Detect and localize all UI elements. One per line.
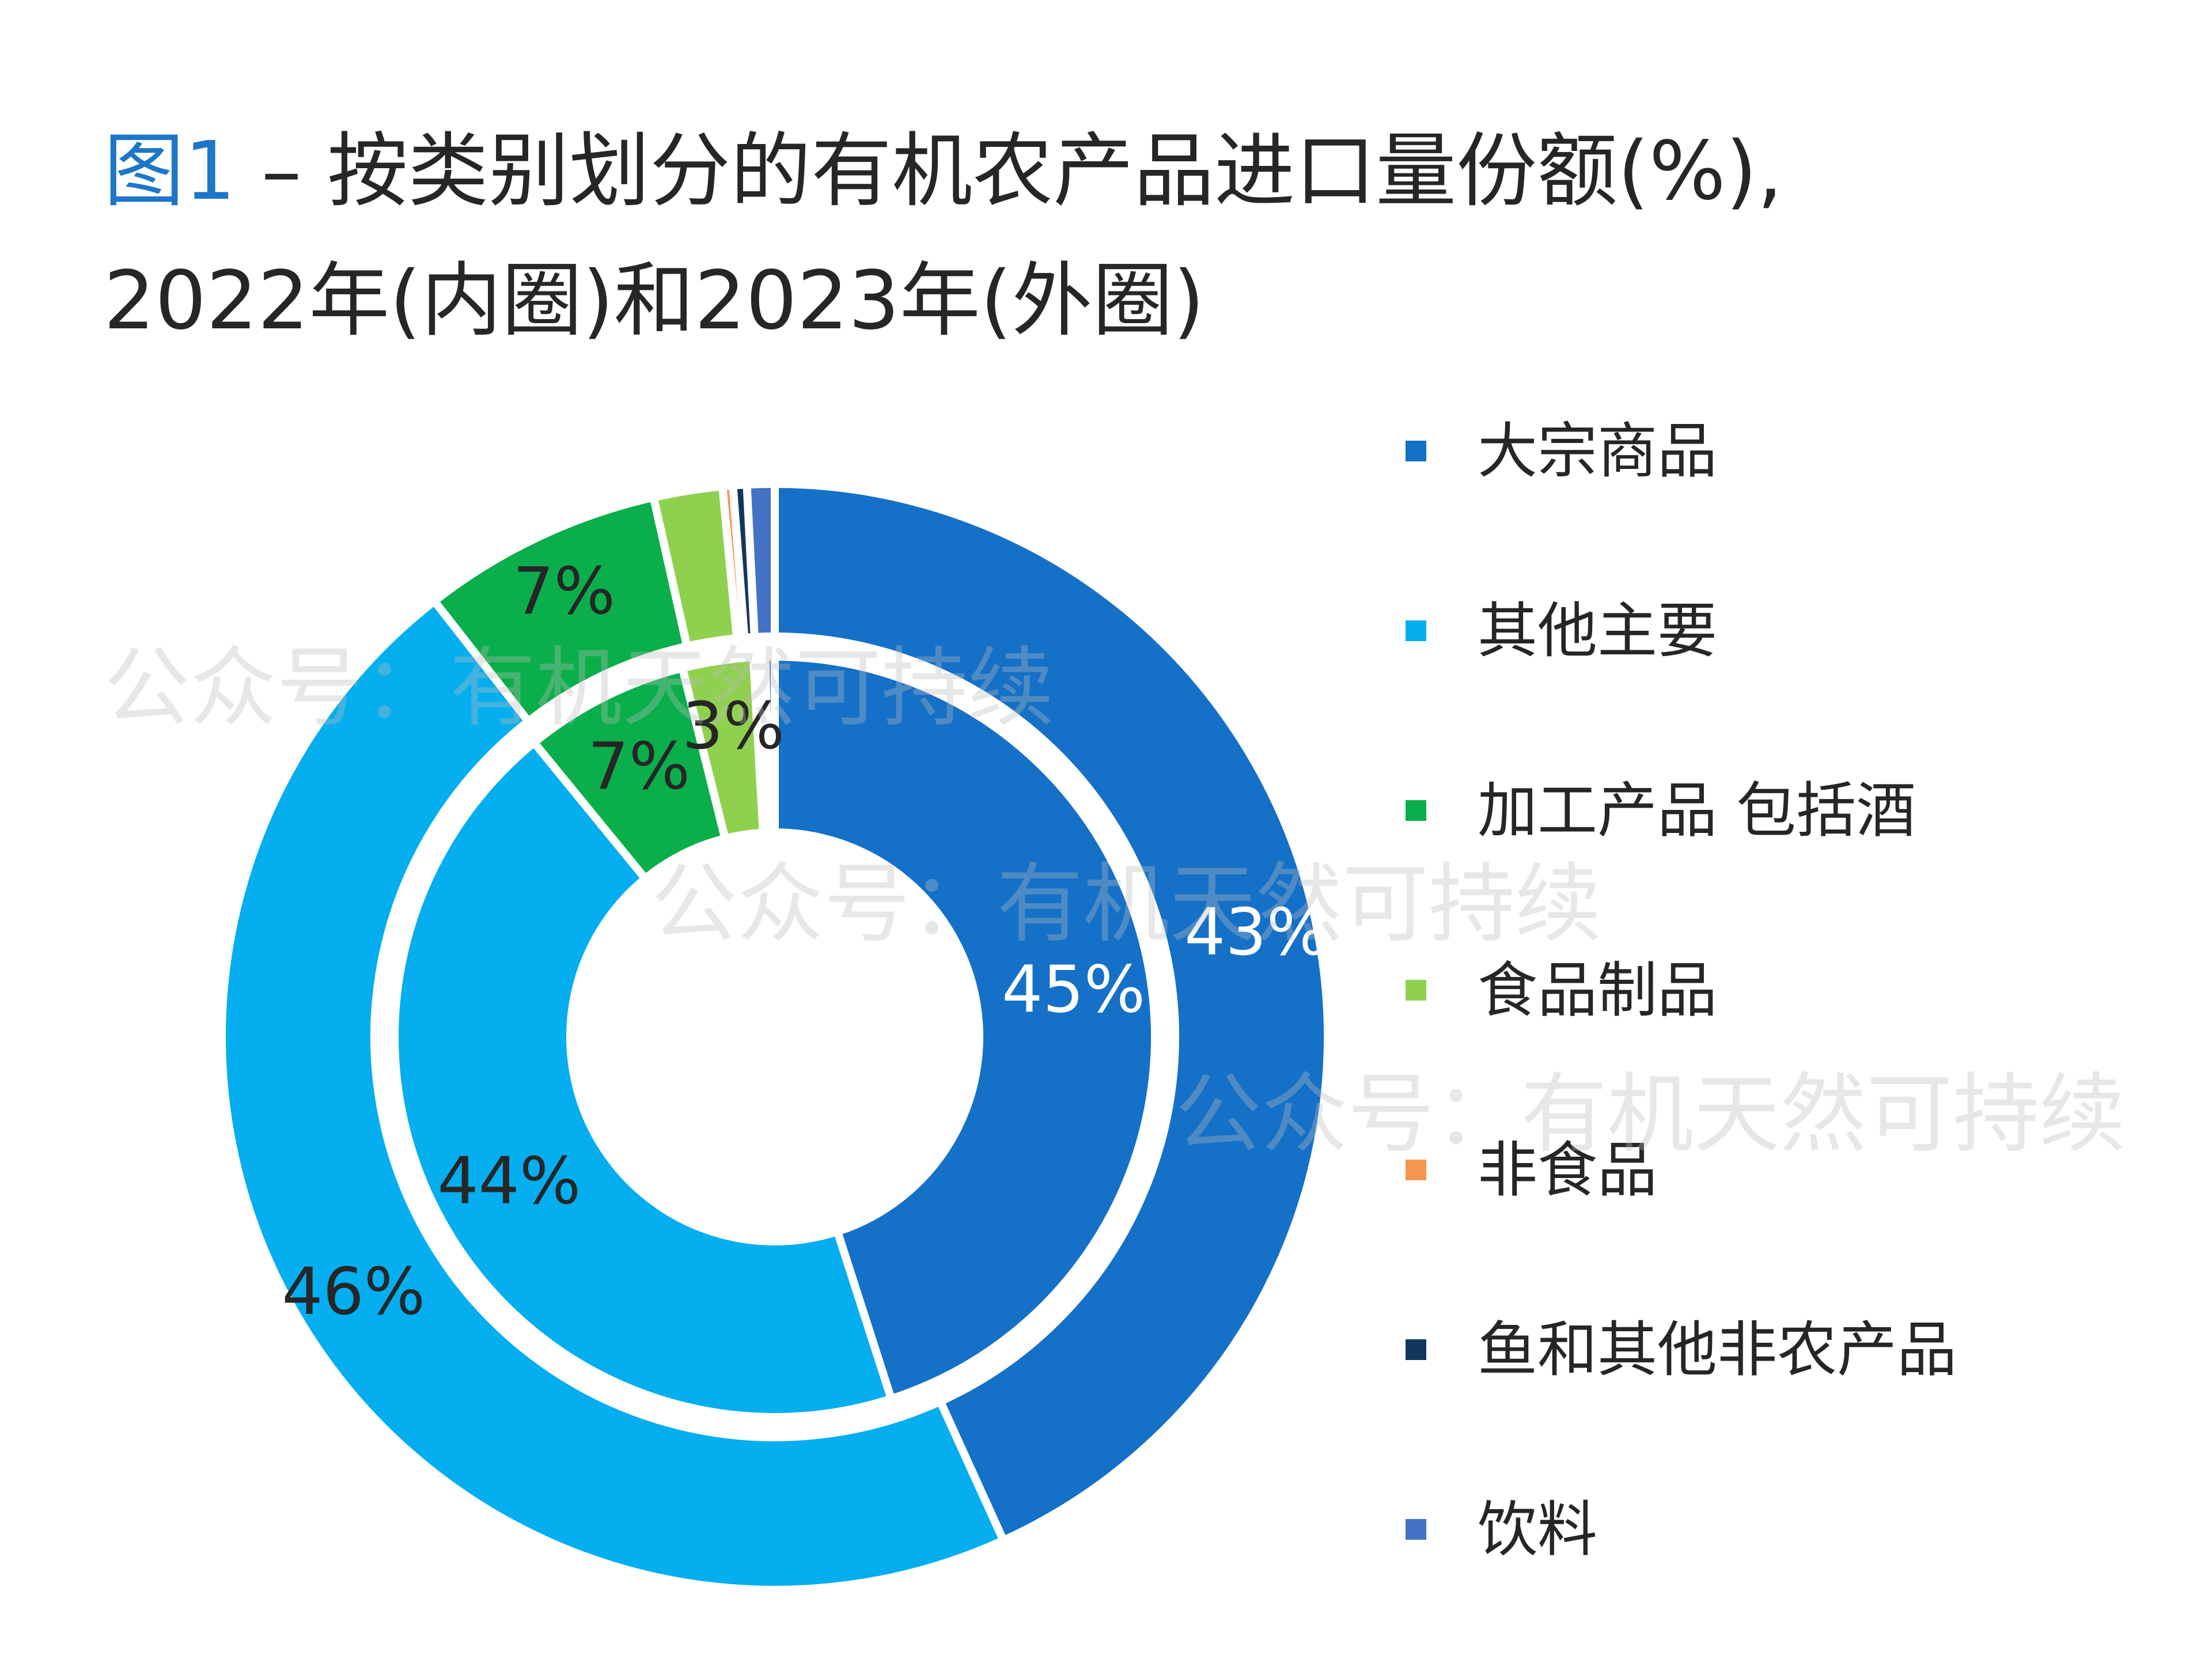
watermark: 公众号：有机天然可持续: [651, 854, 1602, 955]
legend-label: 大宗商品: [1478, 416, 1718, 486]
inner-ring-slice-beverages: [761, 653, 779, 837]
chart-title: 图1 – 按类别划分的有机农产品进口量份额(%), 2022年(内圈)和2023年…: [104, 107, 2120, 366]
outer-ring-label-processed: 7%: [513, 554, 615, 629]
inner-ring-label-other-major: 44%: [437, 1144, 581, 1219]
figure-label: 图1: [104, 124, 236, 218]
legend-swatch: [1406, 1519, 1426, 1540]
watermark: 公众号：有机天然可持续: [1175, 1065, 2126, 1165]
legend-swatch: [1406, 441, 1426, 461]
inner-ring-slice-other-major: [391, 738, 896, 1421]
title-line2: 2022年(内圈)和2023年(外圈): [104, 254, 1205, 348]
inner-ring-label-processed: 7%: [588, 729, 691, 804]
inner-ring-label-food-prep: 3%: [682, 689, 785, 764]
outer-ring-slice-other-major: [218, 597, 1007, 1594]
inner-ring-label-bulk: 45%: [1002, 953, 1145, 1028]
legend-label: 其他主要: [1478, 596, 1718, 666]
outer-ring-label-bulk: 43%: [1184, 895, 1328, 970]
title-line1: – 按类别划分的有机农产品进口量份额(%),: [236, 124, 1783, 218]
legend-swatch: [1406, 980, 1426, 1001]
legend-swatch: [1406, 620, 1426, 641]
legend-swatch: [1406, 1160, 1426, 1180]
outer-ring-label-other-major: 46%: [282, 1255, 425, 1330]
legend-label: 鱼和其他非农产品: [1478, 1315, 1957, 1385]
outer-ring-slice-beverages: [743, 480, 779, 641]
watermark: 公众号：有机天然可持续: [104, 638, 1055, 738]
legend-label: 非食品: [1478, 1135, 1658, 1205]
inner-ring-slice-bulk: [771, 653, 1159, 1403]
legend-label: 加工产品 包括酒: [1478, 775, 1916, 846]
legend-label: 饮料: [1478, 1494, 1598, 1565]
outer-ring-slice-bulk: [771, 480, 1332, 1545]
legend-swatch: [1406, 800, 1426, 821]
legend-label: 食品制品: [1478, 955, 1718, 1025]
legend-swatch: [1406, 1339, 1426, 1360]
